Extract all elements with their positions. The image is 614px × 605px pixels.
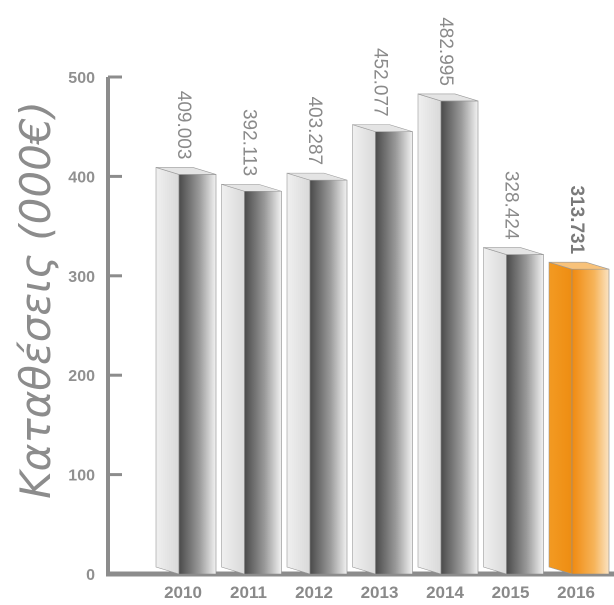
bar-front-face bbox=[440, 100, 479, 575]
bar-front-face bbox=[375, 131, 413, 575]
y-tick-label: 0 bbox=[86, 567, 95, 584]
bar bbox=[548, 261, 610, 575]
bar-side-face bbox=[417, 93, 442, 575]
x-tick-label: 2015 bbox=[492, 583, 530, 600]
bar-front-face bbox=[506, 254, 544, 575]
bars bbox=[155, 93, 610, 575]
bar-front-face bbox=[309, 179, 348, 575]
x-tick-label: 2013 bbox=[361, 583, 399, 600]
y-axis-title: Καταθέσεις (000€) bbox=[11, 101, 60, 499]
data-labels: 2010 409.003 2011 392.113 2012 403.287 2013 452… bbox=[164, 17, 595, 602]
bar bbox=[286, 172, 348, 575]
bar-top-face bbox=[483, 247, 544, 255]
y-tick-label: 400 bbox=[68, 169, 95, 186]
bar-side-face bbox=[286, 172, 311, 575]
bar-top-face bbox=[286, 172, 348, 181]
y-tick-label: 100 bbox=[68, 468, 95, 485]
data-label: 409.003 bbox=[173, 91, 194, 160]
bar-side-face bbox=[483, 247, 507, 575]
data-label: 482.995 bbox=[435, 17, 456, 86]
bar-front-face bbox=[244, 190, 282, 575]
bar-side-face bbox=[155, 167, 180, 575]
data-label: 403.287 bbox=[304, 96, 325, 165]
bar-top-face bbox=[352, 124, 413, 132]
y-tick-label: 500 bbox=[68, 70, 95, 87]
x-tick-label: 2010 bbox=[164, 583, 202, 600]
data-label: 328.424 bbox=[501, 171, 522, 240]
bar-front-face bbox=[178, 174, 217, 575]
bar-top-face bbox=[221, 183, 282, 192]
bar-side-face bbox=[352, 124, 376, 575]
y-tick-label: 300 bbox=[68, 269, 95, 286]
x-tick-label: 2011 bbox=[230, 583, 267, 600]
bar bbox=[352, 124, 413, 575]
bar bbox=[483, 247, 544, 575]
bar-side-face bbox=[548, 261, 573, 575]
bar-side-face bbox=[221, 183, 245, 575]
x-tick-label: 2016 bbox=[557, 583, 595, 600]
data-label: 313.731 bbox=[566, 185, 587, 254]
bar bbox=[155, 167, 217, 575]
data-label: 452.077 bbox=[370, 48, 391, 117]
bar bbox=[221, 183, 282, 575]
bar-top-face bbox=[548, 261, 610, 270]
x-tick-label: 2014 bbox=[426, 583, 464, 600]
y-tick-label: 200 bbox=[68, 368, 95, 385]
data-label: 392.113 bbox=[239, 109, 260, 176]
bar-front-face bbox=[571, 268, 610, 575]
x-tick-label: 2012 bbox=[295, 583, 333, 600]
bar-top-face bbox=[155, 167, 217, 175]
bar-top-face bbox=[417, 93, 479, 102]
bar bbox=[417, 93, 479, 575]
